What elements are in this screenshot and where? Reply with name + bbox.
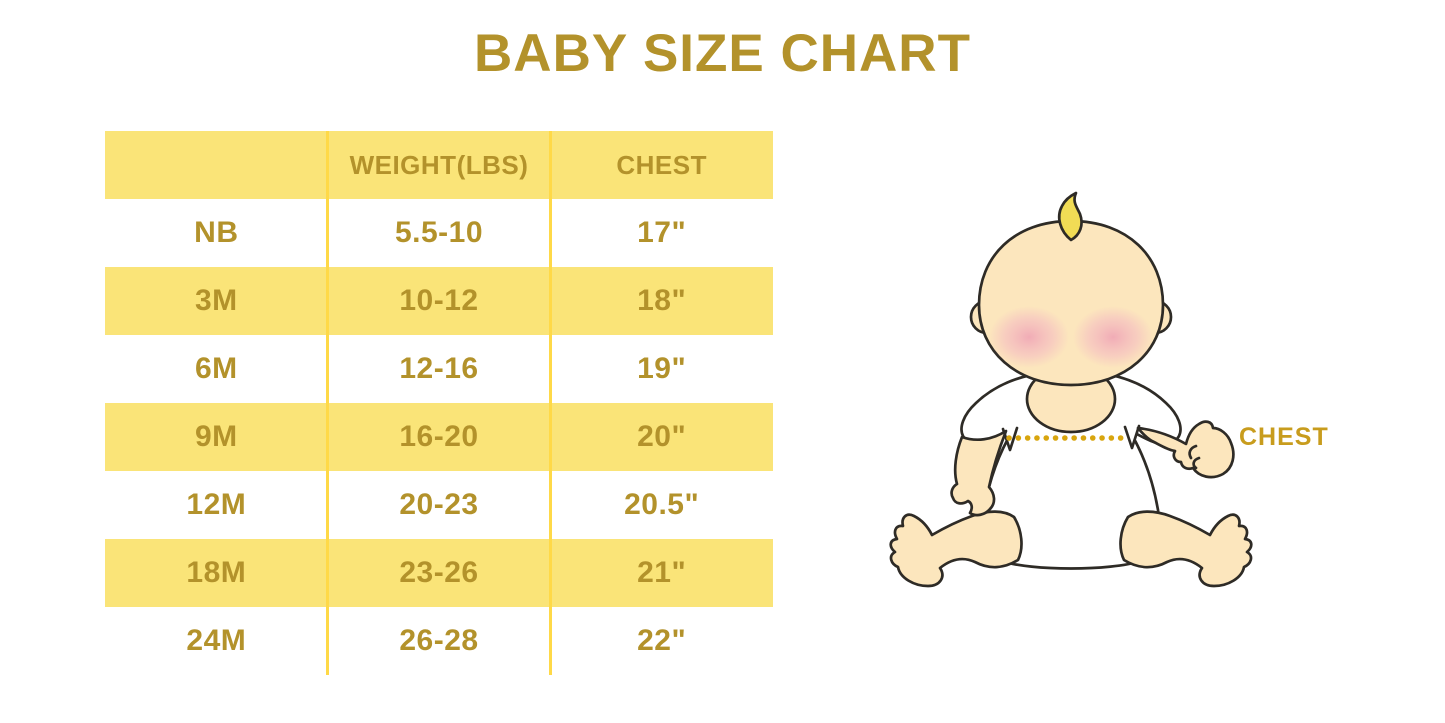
cell-chest: 18" (637, 284, 687, 317)
cell-size: 18M (186, 556, 247, 589)
cell-weight: 23-26 (399, 556, 479, 589)
baby-illustration (889, 191, 1253, 588)
blush-left (989, 306, 1069, 368)
cell-chest: 20" (637, 420, 687, 453)
cell-chest: 22" (637, 624, 687, 657)
column-separator (326, 131, 329, 675)
cell-weight: 5.5-10 (394, 216, 484, 249)
baby-leg-left (889, 510, 1023, 588)
sleeve-notch-right (1123, 424, 1141, 450)
table-row: 12M 20-23 20.5" (105, 471, 773, 539)
table-row: 3M 10-12 18" (105, 267, 773, 335)
header-cell-chest: CHEST (616, 149, 707, 180)
cell-chest: 20.5" (624, 488, 700, 521)
cell-size: NB (194, 216, 239, 249)
cell-size: 12M (186, 488, 247, 521)
cell-weight: 10-12 (399, 284, 479, 317)
chest-annotation-label: CHEST (1239, 423, 1329, 451)
blush-right (1073, 306, 1153, 368)
cell-weight: 12-16 (399, 352, 479, 385)
cell-chest: 17" (637, 216, 687, 249)
cell-size: 24M (186, 624, 247, 657)
table-header-row: WEIGHT(LBS) CHEST (105, 131, 773, 199)
cell-size: 6M (194, 352, 238, 385)
header-cell-weight: WEIGHT(LBS) (349, 149, 529, 180)
baby-leg-right (1119, 510, 1253, 588)
table-row: 9M 16-20 20" (105, 403, 773, 471)
fist-knuckle-line (1192, 456, 1201, 470)
cell-weight: 20-23 (399, 488, 479, 521)
table-row: 18M 23-26 21" (105, 539, 773, 607)
baby-size-table: WEIGHT(LBS) CHEST NB 5.5-10 17" 3M 10-12… (105, 131, 773, 675)
baby-arm-left (950, 429, 1008, 517)
cell-weight: 16-20 (399, 420, 479, 453)
column-separator (549, 131, 552, 675)
table-row: NB 5.5-10 17" (105, 199, 773, 267)
cell-size: 9M (194, 420, 238, 453)
header-cell-size (105, 131, 328, 199)
fist-knuckle-line (1188, 444, 1198, 460)
baby-arm-right (1136, 420, 1235, 479)
cell-chest: 21" (637, 556, 687, 589)
page-title: BABY SIZE CHART (474, 24, 971, 83)
cell-weight: 26-28 (399, 624, 479, 657)
table-row: 24M 26-28 22" (105, 607, 773, 675)
baby-hair-curl (1057, 191, 1083, 242)
cell-chest: 19" (637, 352, 687, 385)
table-row: 6M 12-16 19" (105, 335, 773, 403)
cell-size: 3M (194, 284, 238, 317)
